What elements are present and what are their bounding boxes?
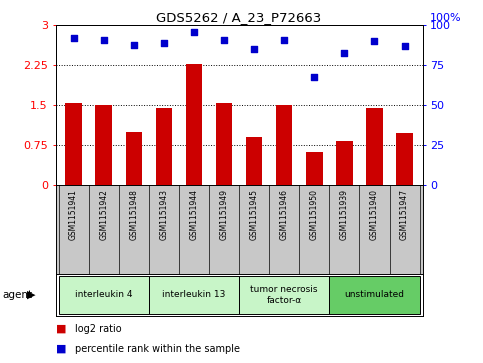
FancyBboxPatch shape — [239, 276, 329, 314]
Point — [250, 46, 258, 52]
Point — [190, 29, 198, 35]
Text: GSM1151948: GSM1151948 — [129, 189, 138, 240]
Point — [100, 37, 108, 43]
Text: GSM1151947: GSM1151947 — [400, 189, 409, 240]
Text: log2 ratio: log2 ratio — [75, 324, 122, 334]
Point — [70, 35, 77, 41]
Text: interleukin 4: interleukin 4 — [75, 290, 132, 299]
Text: 100%: 100% — [430, 13, 462, 23]
Text: unstimulated: unstimulated — [344, 290, 404, 299]
Text: GSM1151941: GSM1151941 — [69, 189, 78, 240]
Bar — [185, 64, 202, 185]
Text: GSM1151942: GSM1151942 — [99, 189, 108, 240]
Bar — [156, 108, 172, 185]
Bar — [336, 142, 353, 185]
FancyBboxPatch shape — [329, 276, 420, 314]
Bar — [216, 103, 232, 185]
Bar — [396, 133, 413, 185]
Text: GSM1151940: GSM1151940 — [370, 189, 379, 240]
Point — [160, 40, 168, 46]
Point — [311, 74, 318, 79]
Bar — [126, 132, 142, 185]
Title: GDS5262 / A_23_P72663: GDS5262 / A_23_P72663 — [156, 11, 322, 24]
Bar — [306, 152, 323, 185]
Bar — [246, 137, 262, 185]
Point — [341, 50, 348, 56]
Text: GSM1151950: GSM1151950 — [310, 189, 319, 240]
Text: GSM1151943: GSM1151943 — [159, 189, 169, 240]
Text: GSM1151944: GSM1151944 — [189, 189, 199, 240]
Bar — [276, 105, 293, 185]
Text: ■: ■ — [56, 324, 66, 334]
Text: GSM1151945: GSM1151945 — [250, 189, 258, 240]
Text: ▶: ▶ — [27, 290, 35, 300]
Point — [130, 42, 138, 48]
Text: agent: agent — [2, 290, 32, 300]
FancyBboxPatch shape — [58, 276, 149, 314]
Text: GSM1151946: GSM1151946 — [280, 189, 289, 240]
FancyBboxPatch shape — [149, 276, 239, 314]
Bar — [65, 103, 82, 185]
Text: interleukin 13: interleukin 13 — [162, 290, 226, 299]
Bar — [366, 108, 383, 185]
Point — [401, 43, 409, 49]
Text: GSM1151939: GSM1151939 — [340, 189, 349, 240]
Point — [370, 38, 378, 44]
Text: ■: ■ — [56, 344, 66, 354]
Text: GSM1151949: GSM1151949 — [220, 189, 228, 240]
Bar — [96, 105, 112, 185]
Point — [220, 37, 228, 43]
Text: tumor necrosis
factor-α: tumor necrosis factor-α — [251, 285, 318, 305]
Text: percentile rank within the sample: percentile rank within the sample — [75, 344, 240, 354]
Point — [280, 37, 288, 43]
